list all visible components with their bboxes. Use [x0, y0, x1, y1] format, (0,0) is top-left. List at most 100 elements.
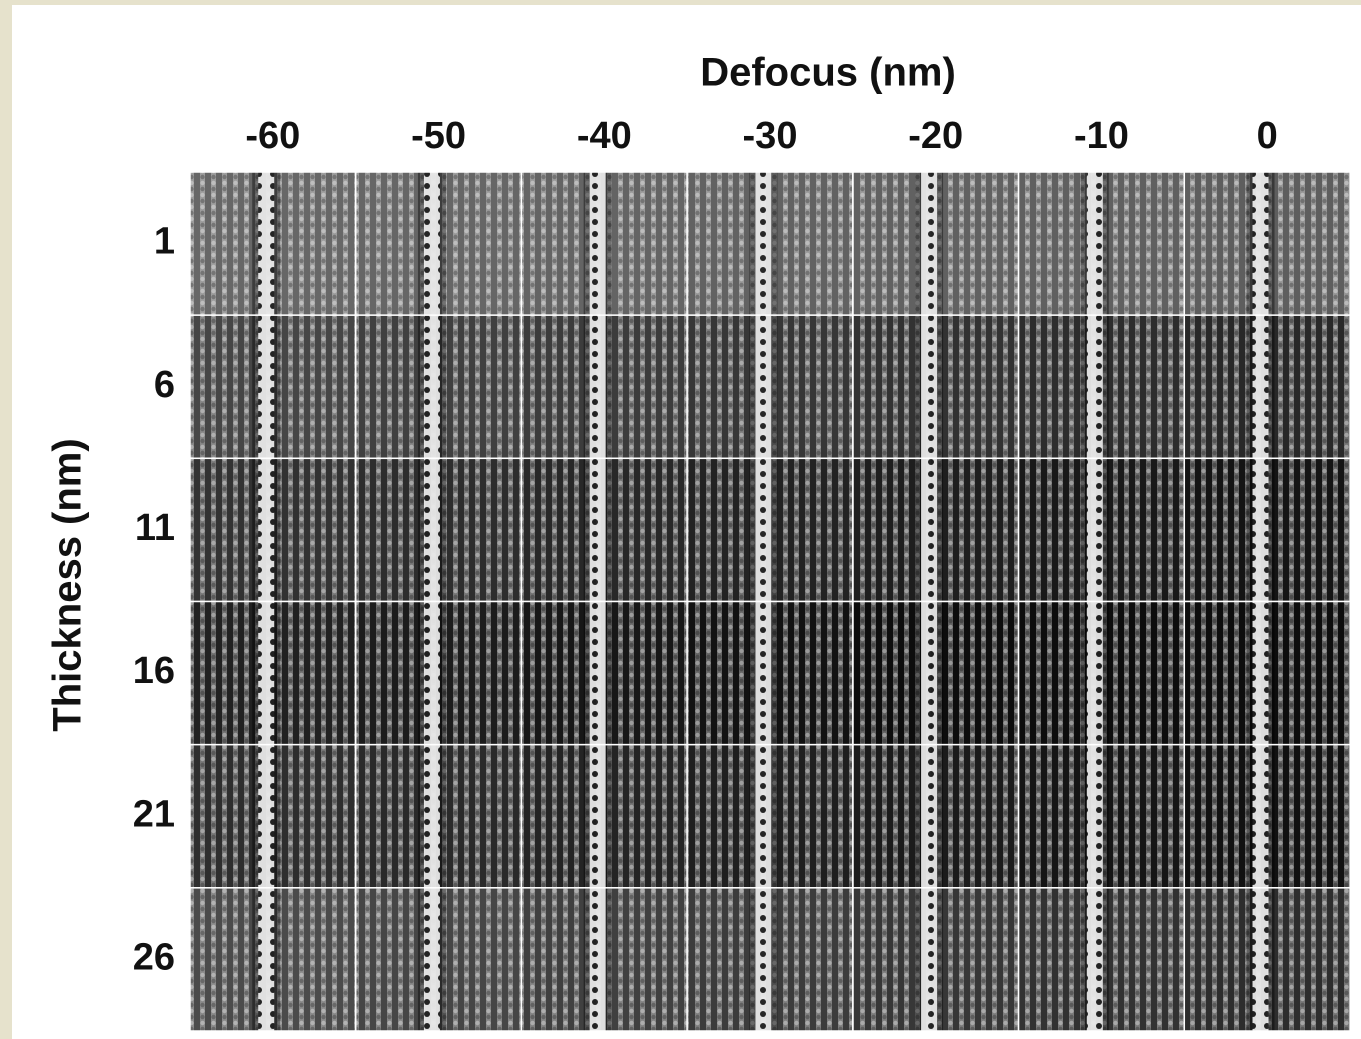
atom-column [1252, 458, 1269, 602]
atom-column [1086, 315, 1103, 459]
image-tile [520, 887, 688, 1032]
image-grid [189, 171, 1351, 1032]
image-tile [189, 457, 357, 603]
image-tile [1017, 887, 1186, 1032]
image-tile [852, 314, 1020, 460]
atom-column [1086, 744, 1103, 888]
row-label: 6 [154, 364, 175, 406]
y-title: Thickness (nm) [46, 438, 90, 731]
atom-column [258, 458, 275, 602]
row-label: 11 [135, 507, 175, 549]
column-label: -50 [411, 115, 466, 157]
image-tile [686, 457, 854, 603]
image-tile [354, 600, 523, 746]
image-tile [686, 887, 854, 1032]
atom-column [258, 601, 275, 745]
atom-column [1252, 887, 1269, 1031]
image-tile [1183, 743, 1351, 889]
atom-column [921, 601, 938, 745]
row-label: 21 [133, 793, 175, 835]
image-tile [354, 457, 523, 603]
atom-column [755, 315, 772, 459]
column-label: -10 [1074, 115, 1129, 157]
image-tile [1017, 171, 1186, 316]
atom-column [423, 315, 440, 459]
column-label: 0 [1257, 115, 1278, 157]
atom-column [1086, 458, 1103, 602]
atom-column [589, 458, 606, 602]
atom-column [1086, 172, 1103, 316]
atom-column [423, 601, 440, 745]
image-tile [1017, 314, 1186, 460]
atom-column [921, 887, 938, 1031]
x-title: Defocus (nm) [700, 51, 956, 95]
atom-column [1086, 601, 1103, 745]
column-label: -20 [908, 115, 963, 157]
image-tile [520, 314, 688, 460]
atom-column [423, 887, 440, 1031]
tile-border [1183, 887, 1351, 1032]
image-tile [1183, 171, 1351, 316]
image-tile [354, 743, 523, 889]
image-tile [852, 457, 1020, 603]
image-tile [354, 171, 523, 316]
row-label: 26 [133, 936, 175, 978]
atom-column [423, 458, 440, 602]
image-tile [520, 743, 688, 889]
image-tile [1017, 600, 1186, 746]
atom-column [258, 172, 275, 316]
image-tile [1183, 887, 1351, 1032]
column-label: -30 [743, 115, 798, 157]
atom-column [258, 315, 275, 459]
atom-column [423, 172, 440, 316]
atom-column [921, 172, 938, 316]
image-tile [1183, 600, 1351, 746]
atom-column [423, 744, 440, 888]
atom-column [589, 601, 606, 745]
atom-column [589, 315, 606, 459]
atom-column [589, 887, 606, 1031]
image-tile [686, 743, 854, 889]
atom-column [755, 744, 772, 888]
image-tile [354, 887, 523, 1032]
image-tile [520, 457, 688, 603]
atom-column [755, 601, 772, 745]
image-tile [686, 600, 854, 746]
atom-column [921, 744, 938, 888]
atom-column [921, 458, 938, 602]
atom-column [258, 744, 275, 888]
atom-column [1252, 744, 1269, 888]
image-tile [852, 743, 1020, 889]
atom-column [755, 458, 772, 602]
atom-column [1252, 172, 1269, 316]
image-tile [189, 887, 357, 1032]
row-label: 1 [154, 221, 175, 263]
image-tile [189, 171, 357, 316]
column-label: -40 [577, 115, 632, 157]
image-tile [189, 314, 357, 460]
image-tile [852, 600, 1020, 746]
atom-column [755, 887, 772, 1031]
image-tile [1017, 457, 1186, 603]
atom-column [589, 172, 606, 316]
image-tile [520, 171, 688, 316]
atom-column [1086, 887, 1103, 1031]
image-tile [852, 171, 1020, 316]
atom-column [1252, 601, 1269, 745]
atom-column [755, 172, 772, 316]
row-label: 16 [133, 650, 175, 692]
image-tile [354, 314, 523, 460]
image-tile [1183, 457, 1351, 603]
image-tile [189, 743, 357, 889]
image-tile [852, 887, 1020, 1032]
atom-column [921, 315, 938, 459]
image-tile [189, 600, 357, 746]
image-tile [1017, 743, 1186, 889]
image-tile [1183, 314, 1351, 460]
image-tile [686, 171, 854, 316]
column-label: -60 [245, 115, 300, 157]
atom-column [1252, 315, 1269, 459]
image-tile [686, 314, 854, 460]
